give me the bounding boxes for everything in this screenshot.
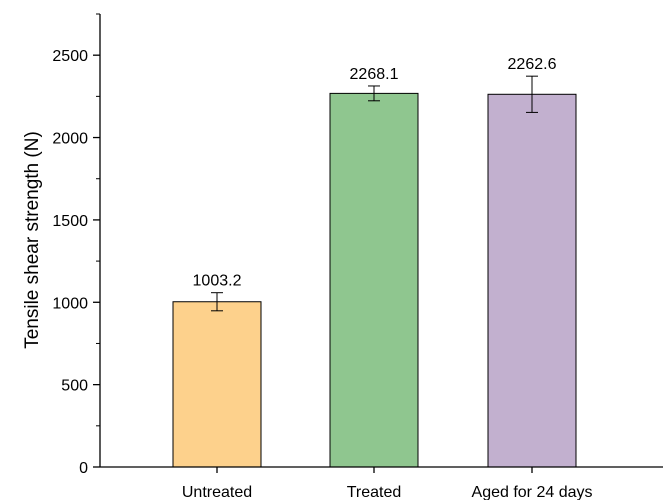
y-tick-label: 500 <box>61 378 88 395</box>
x-tick-label: Untreated <box>182 484 252 500</box>
bar-1 <box>172 301 262 468</box>
error-bar-1 <box>211 292 223 312</box>
data-label: 2262.6 <box>508 56 557 73</box>
y-tick-label: 0 <box>79 460 88 477</box>
bar-2 <box>329 92 419 468</box>
axes: 0 500 1000 1500 2000 2500 Untreated Treated Aged… <box>52 13 663 500</box>
x-tick-label: Aged for 24 days <box>472 484 593 500</box>
y-axis-title: Tensile shear strength (N) <box>22 131 43 349</box>
y-tick-label: 1000 <box>52 295 88 312</box>
x-tick-label: Treated <box>347 484 402 500</box>
plot-area: 1003.2 2268.1 2262.6 <box>172 56 577 468</box>
data-label: 1003.2 <box>193 273 242 290</box>
bar-3 <box>487 93 577 468</box>
y-tick-label: 2000 <box>52 131 88 148</box>
data-label: 2268.1 <box>350 66 399 83</box>
y-tick-label: 2500 <box>52 48 88 65</box>
error-bar-3 <box>526 75 538 113</box>
y-tick-label: 1500 <box>52 213 88 230</box>
error-bar-2 <box>368 85 380 102</box>
